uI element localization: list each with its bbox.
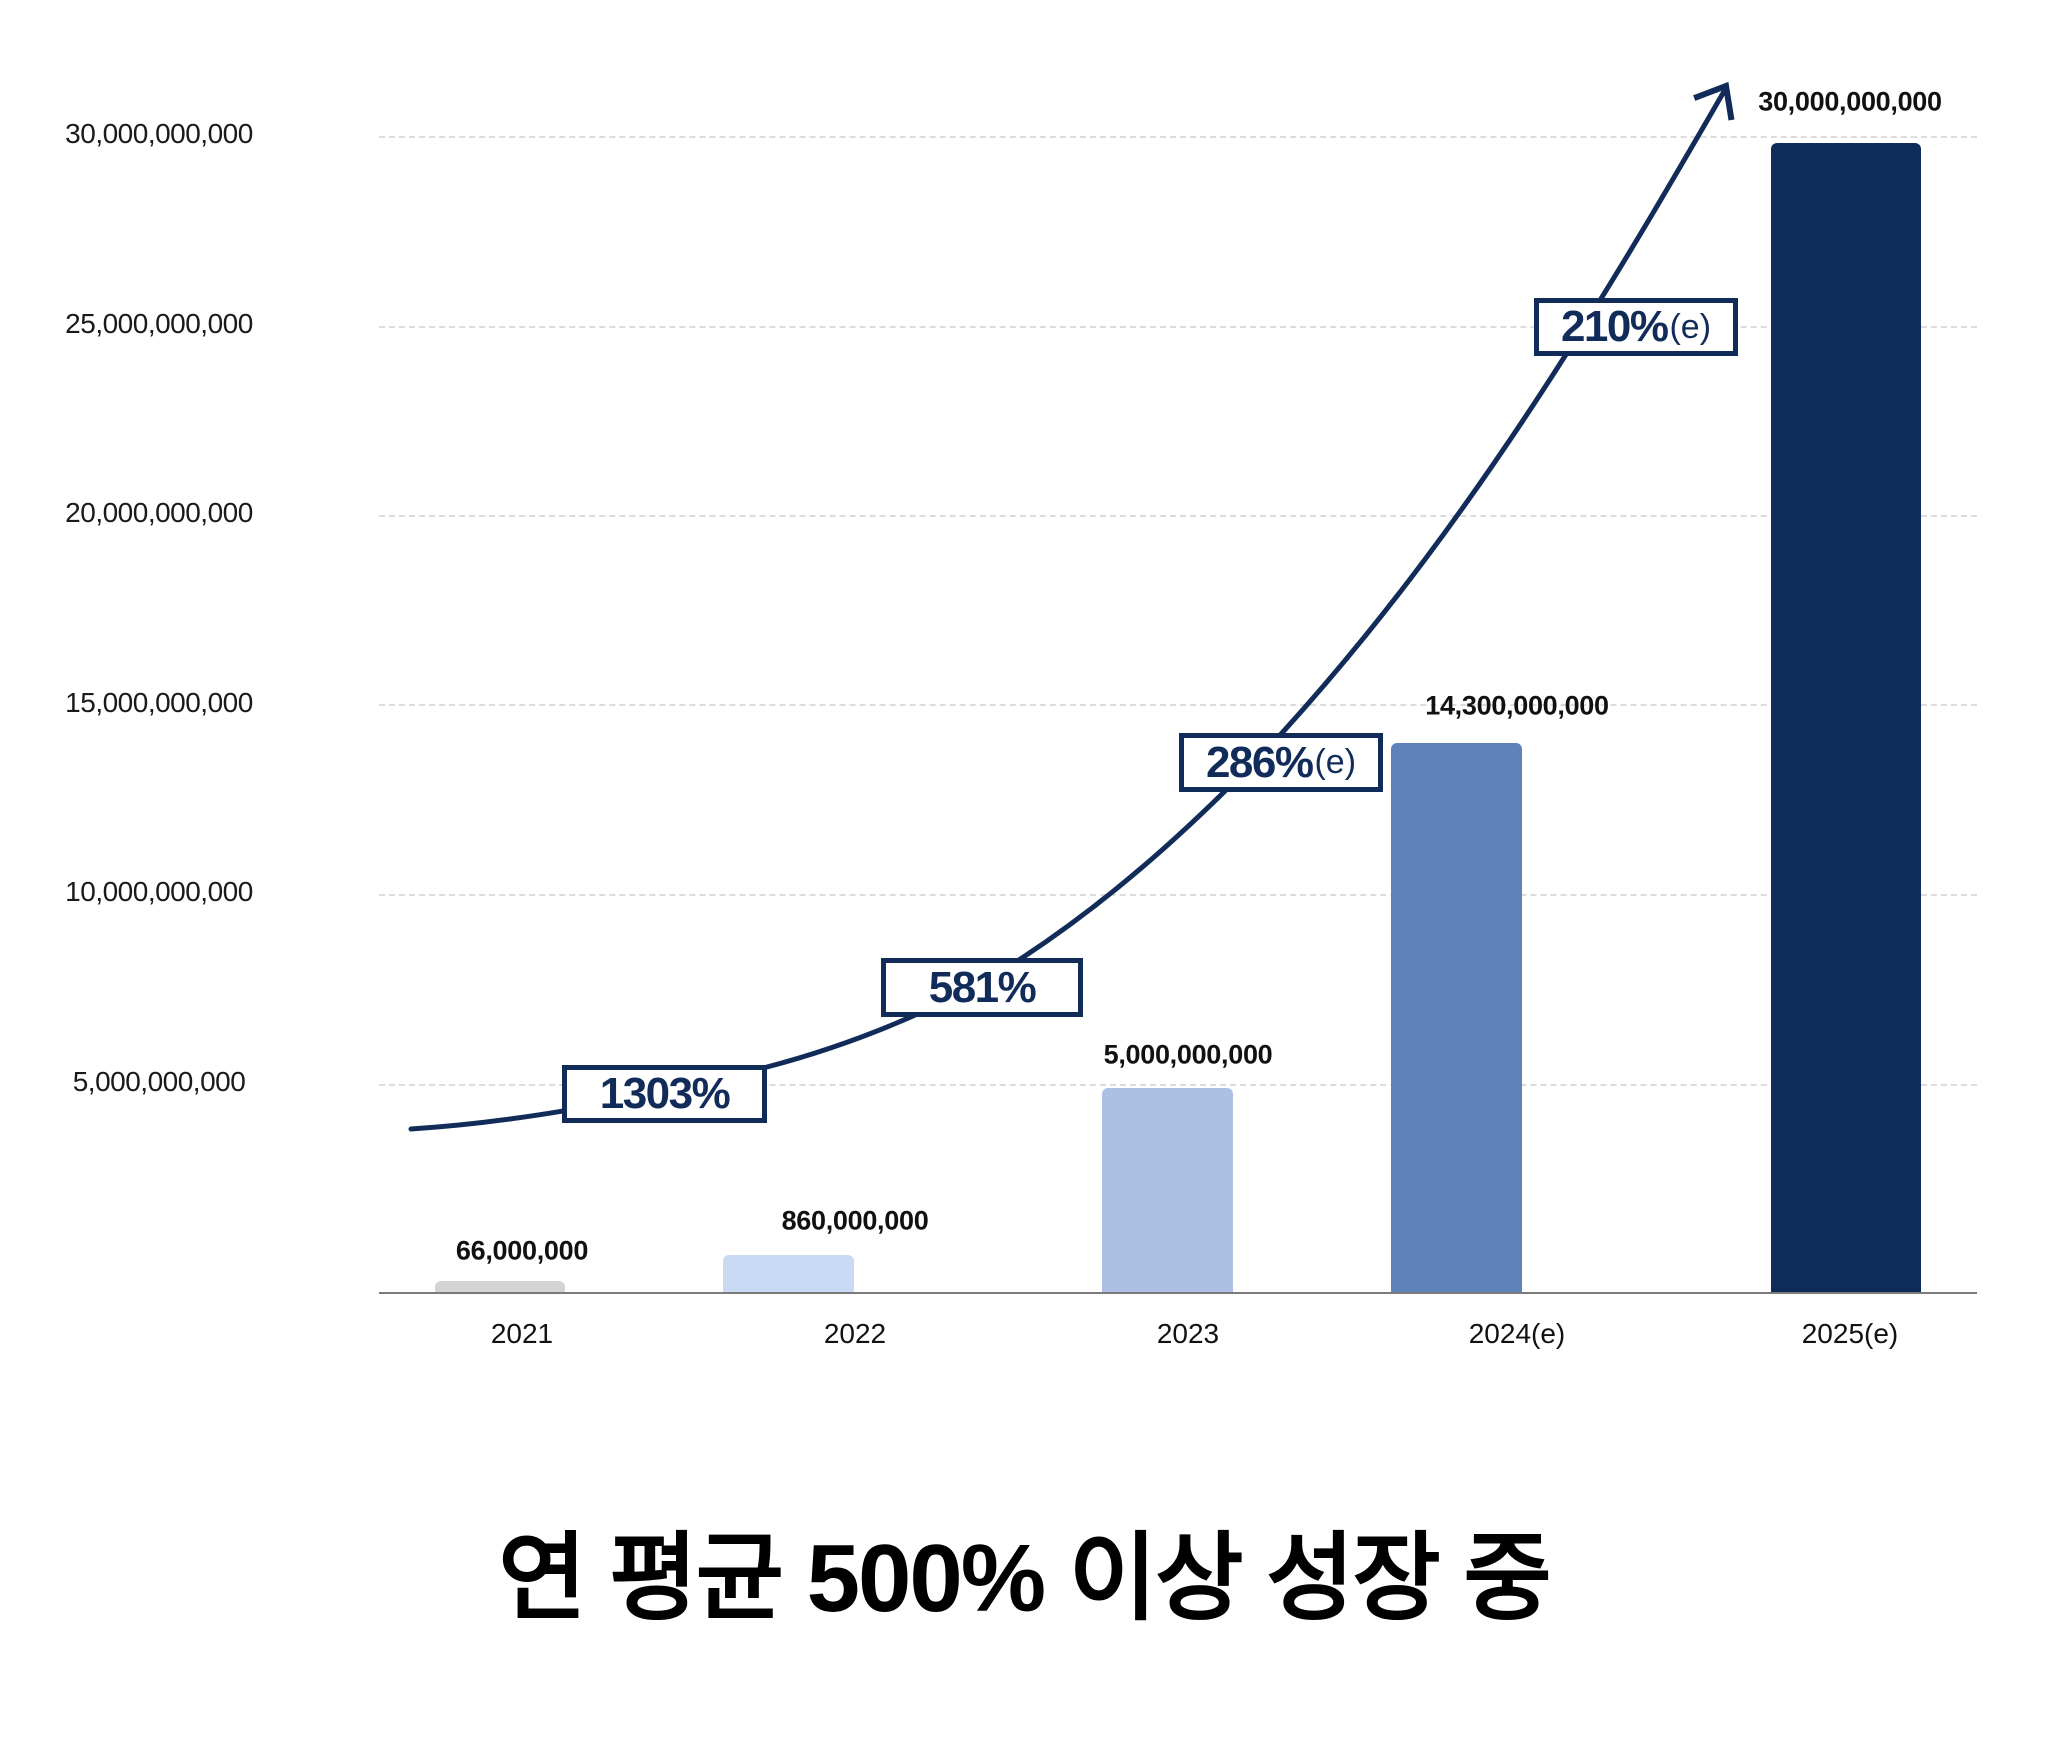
bar-2025e (1771, 143, 1921, 1293)
x-axis-line (379, 1292, 1977, 1294)
chart-headline: 연 평균 500% 이상 성장 중 (498, 1525, 1551, 1632)
x-tick-label: 2025(e) (1801, 1318, 1899, 1349)
value-label-2023: 5,000,000,000 (1103, 1039, 1273, 1070)
bar-2022 (723, 1255, 854, 1293)
x-tick-label: 2021 (490, 1318, 554, 1349)
gridline (379, 515, 1977, 517)
gridline (379, 1084, 1977, 1086)
value-label-2022: 860,000,000 (781, 1205, 929, 1236)
value-label-2021: 66,000,000 (455, 1235, 589, 1266)
growth-percent: 210% (1560, 302, 1669, 351)
growth-badge-2025e: 210% (e) (1534, 298, 1738, 356)
x-tick-label: 2022 (823, 1318, 887, 1349)
estimate-suffix: (e) (1314, 743, 1357, 781)
growth-badge-2023: 581% (881, 958, 1083, 1017)
value-label-2025e: 30,000,000,000 (1758, 86, 1942, 117)
value-label-2024e: 14,300,000,000 (1425, 690, 1609, 721)
y-tick-label: 20,000,000,000 (65, 497, 253, 528)
gridline (379, 894, 1977, 896)
growth-percent: 1303% (599, 1069, 731, 1118)
growth-badge-2022: 1303% (562, 1065, 767, 1123)
growth-percent: 286% (1205, 737, 1314, 787)
y-tick-label: 10,000,000,000 (65, 876, 253, 907)
bar-2021 (435, 1281, 565, 1293)
gridline (379, 704, 1977, 706)
estimate-suffix: (e) (1669, 307, 1712, 346)
gridline (379, 326, 1977, 328)
y-tick-label: 5,000,000,000 (72, 1066, 246, 1097)
growth-badge-2024e: 286% (e) (1179, 733, 1383, 792)
growth-percent: 581% (928, 962, 1037, 1012)
y-tick-label: 30,000,000,000 (65, 118, 253, 149)
bar-2023 (1102, 1088, 1233, 1293)
x-tick-label: 2024(e) (1468, 1318, 1566, 1349)
bar-2024e (1391, 743, 1522, 1293)
gridline (379, 136, 1977, 138)
x-tick-label: 2023 (1156, 1318, 1220, 1349)
y-tick-label: 15,000,000,000 (65, 687, 253, 718)
y-tick-label: 25,000,000,000 (65, 308, 253, 339)
